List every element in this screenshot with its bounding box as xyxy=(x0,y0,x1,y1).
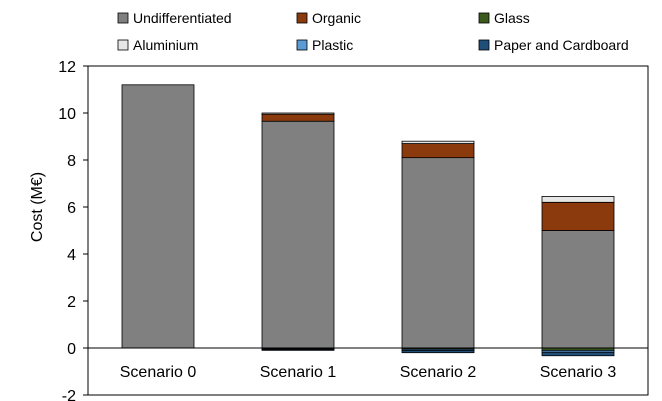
bar-segment-undifferentiated xyxy=(401,157,475,349)
legend-item-organic: Organic xyxy=(296,10,361,26)
y-tick-label: 4 xyxy=(67,247,76,264)
legend-item-aluminium: Aluminium xyxy=(117,37,198,53)
legend-item-paper-and-cardboard: Paper and Cardboard xyxy=(478,37,629,53)
y-tick-label: -2 xyxy=(62,388,76,401)
legend-label: Undifferentiated xyxy=(133,10,232,26)
legend-swatch xyxy=(296,39,308,51)
y-tick-label: 6 xyxy=(67,200,76,217)
bar-segment-paper-and-cardboard xyxy=(541,351,615,357)
bar-segment-undifferentiated xyxy=(121,84,195,349)
bar-segment-organic xyxy=(541,201,615,231)
legend-label: Paper and Cardboard xyxy=(494,37,629,53)
x-category-label: Scenario 0 xyxy=(120,364,197,381)
legend-label: Aluminium xyxy=(133,37,198,53)
legend-label: Plastic xyxy=(312,37,353,53)
y-tick-label: 12 xyxy=(58,59,76,76)
legend-item-undifferentiated: Undifferentiated xyxy=(117,10,232,26)
legend-swatch xyxy=(296,12,308,24)
legend-item-plastic: Plastic xyxy=(296,37,353,53)
y-tick-label: 0 xyxy=(67,341,76,358)
legend: Undifferentiated Organic Glass Aluminium Pla… xyxy=(117,10,629,53)
x-category-label: Scenario 2 xyxy=(400,364,477,381)
bar-segment-organic xyxy=(261,113,335,122)
bar-segment-aluminium xyxy=(401,140,475,144)
legend-swatch xyxy=(478,39,490,51)
bar-segment-aluminium xyxy=(541,196,615,203)
bar-segment-undifferentiated xyxy=(261,120,335,349)
legend-label: Organic xyxy=(312,10,361,26)
bar-segment-organic xyxy=(401,143,475,159)
y-tick-label: 8 xyxy=(67,153,76,170)
legend-swatch xyxy=(117,12,129,24)
plot-area: Scenario 0 Scenario 1 Scenario 2 Scenario 3 xyxy=(87,65,649,396)
x-category-label: Scenario 3 xyxy=(540,364,617,381)
y-axis: -2 0 2 4 6 8 10 12 xyxy=(58,59,88,401)
bar-segment-undifferentiated xyxy=(541,230,615,349)
bar-segment-paper-and-cardboard xyxy=(261,349,335,351)
x-category-label: Scenario 1 xyxy=(260,364,337,381)
y-tick-label: 2 xyxy=(67,294,76,311)
bar-segment-paper-and-cardboard xyxy=(401,349,475,354)
legend-item-glass: Glass xyxy=(478,10,530,26)
legend-label: Glass xyxy=(494,10,530,26)
legend-swatch xyxy=(478,12,490,24)
plot-border xyxy=(87,65,649,396)
y-tick-label: 10 xyxy=(58,106,76,123)
bar-segment-aluminium xyxy=(261,112,335,115)
legend-swatch xyxy=(117,39,129,51)
y-axis-label: Cost (M€) xyxy=(29,172,46,242)
